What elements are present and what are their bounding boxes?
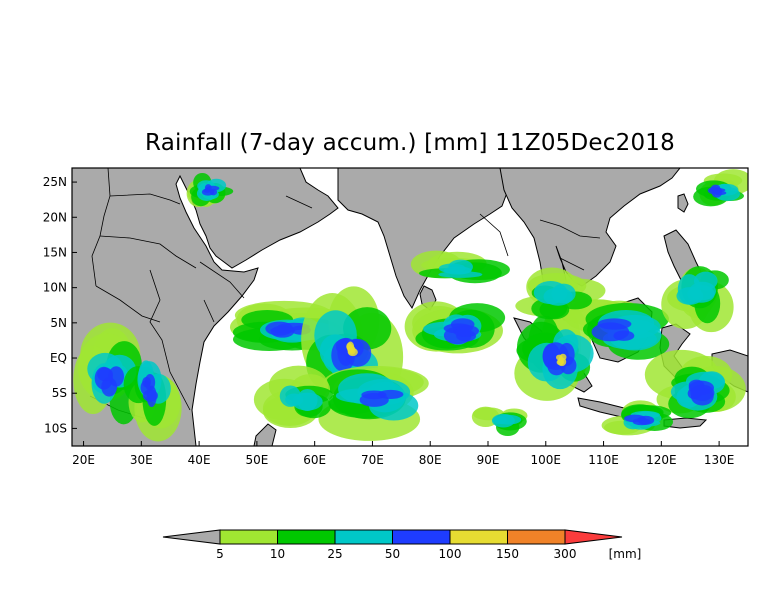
colorbar-below-triangle (162, 529, 221, 545)
colorbar-above-triangle (564, 529, 623, 545)
colorbar-label: 50 (385, 547, 400, 561)
rain-contour (377, 389, 404, 399)
rain-contour (613, 330, 635, 341)
y-tick-label: 10N (43, 281, 67, 295)
rain-contour (443, 266, 472, 275)
rain-contour (450, 318, 475, 331)
x-tick-label: 100E (531, 453, 562, 467)
y-tick-label: 10S (44, 421, 67, 435)
colorbar-swatch (334, 529, 393, 545)
y-tick-label: 5N (50, 316, 67, 330)
colorbar-label: 150 (496, 547, 519, 561)
map-frame (71, 167, 749, 447)
x-tick-label: 30E (130, 453, 153, 467)
rain-contour (347, 348, 358, 357)
rain-contour (556, 354, 563, 361)
x-axis: 20E 30E 40E 50E 60E 70E 80E 90E 100E 110E 120E 130E (72, 441, 734, 467)
colorbar-swatch (392, 529, 451, 545)
y-tick-label: 20N (43, 210, 67, 224)
colorbar-label: 5 (216, 547, 224, 561)
colorbar-label: 300 (554, 547, 577, 561)
rain-contour (710, 184, 721, 192)
x-tick-label: 60E (303, 453, 326, 467)
rain-contour (279, 385, 301, 407)
colorbar-swatch (277, 529, 336, 545)
rain-contour (140, 380, 151, 395)
taiwan-landmass (677, 193, 689, 213)
rainfall-overlay (73, 169, 748, 442)
rain-contour (597, 318, 632, 330)
india-landmass (337, 168, 509, 310)
x-tick-label: 70E (361, 453, 384, 467)
y-axis: 25N 20N 15N 10N 5N EQ 5S 10S (43, 175, 77, 435)
y-tick-label: 25N (43, 175, 67, 189)
colorbar-label: 25 (327, 547, 342, 561)
rain-contour (201, 188, 215, 196)
map-title: Rainfall (7-day accum.) [mm] 11Z05Dec201… (145, 130, 675, 156)
rain-contour (492, 416, 507, 424)
x-tick-label: 40E (188, 453, 211, 467)
colorbar-label: 10 (270, 547, 285, 561)
rain-contour (270, 325, 295, 338)
rain-contour (533, 281, 568, 305)
colorbar-swatch (507, 529, 566, 545)
colorbar-unit: [mm] (609, 547, 642, 561)
colorbar-swatch (449, 529, 508, 545)
x-tick-label: 90E (477, 453, 500, 467)
colorbar-swatch (219, 529, 278, 545)
rain-contour (542, 343, 561, 370)
y-tick-label: EQ (50, 351, 67, 365)
y-tick-label: 5S (52, 386, 67, 400)
x-tick-label: 120E (646, 453, 677, 467)
colorbar: 5 10 25 50 100 150 300 [mm] (162, 529, 642, 561)
y-tick-label: 15N (43, 245, 67, 259)
madagascar-landmass (253, 423, 277, 446)
rain-contour (687, 285, 715, 303)
x-tick-label: 110E (588, 453, 619, 467)
x-tick-label: 80E (419, 453, 442, 467)
rain-contour (346, 342, 353, 351)
x-tick-label: 20E (72, 453, 95, 467)
rain-contour (690, 384, 715, 401)
rain-contour (101, 377, 118, 397)
x-tick-label: 50E (245, 453, 268, 467)
x-tick-label: 130E (704, 453, 735, 467)
colorbar-label: 100 (439, 547, 462, 561)
rain-contour (637, 415, 655, 425)
